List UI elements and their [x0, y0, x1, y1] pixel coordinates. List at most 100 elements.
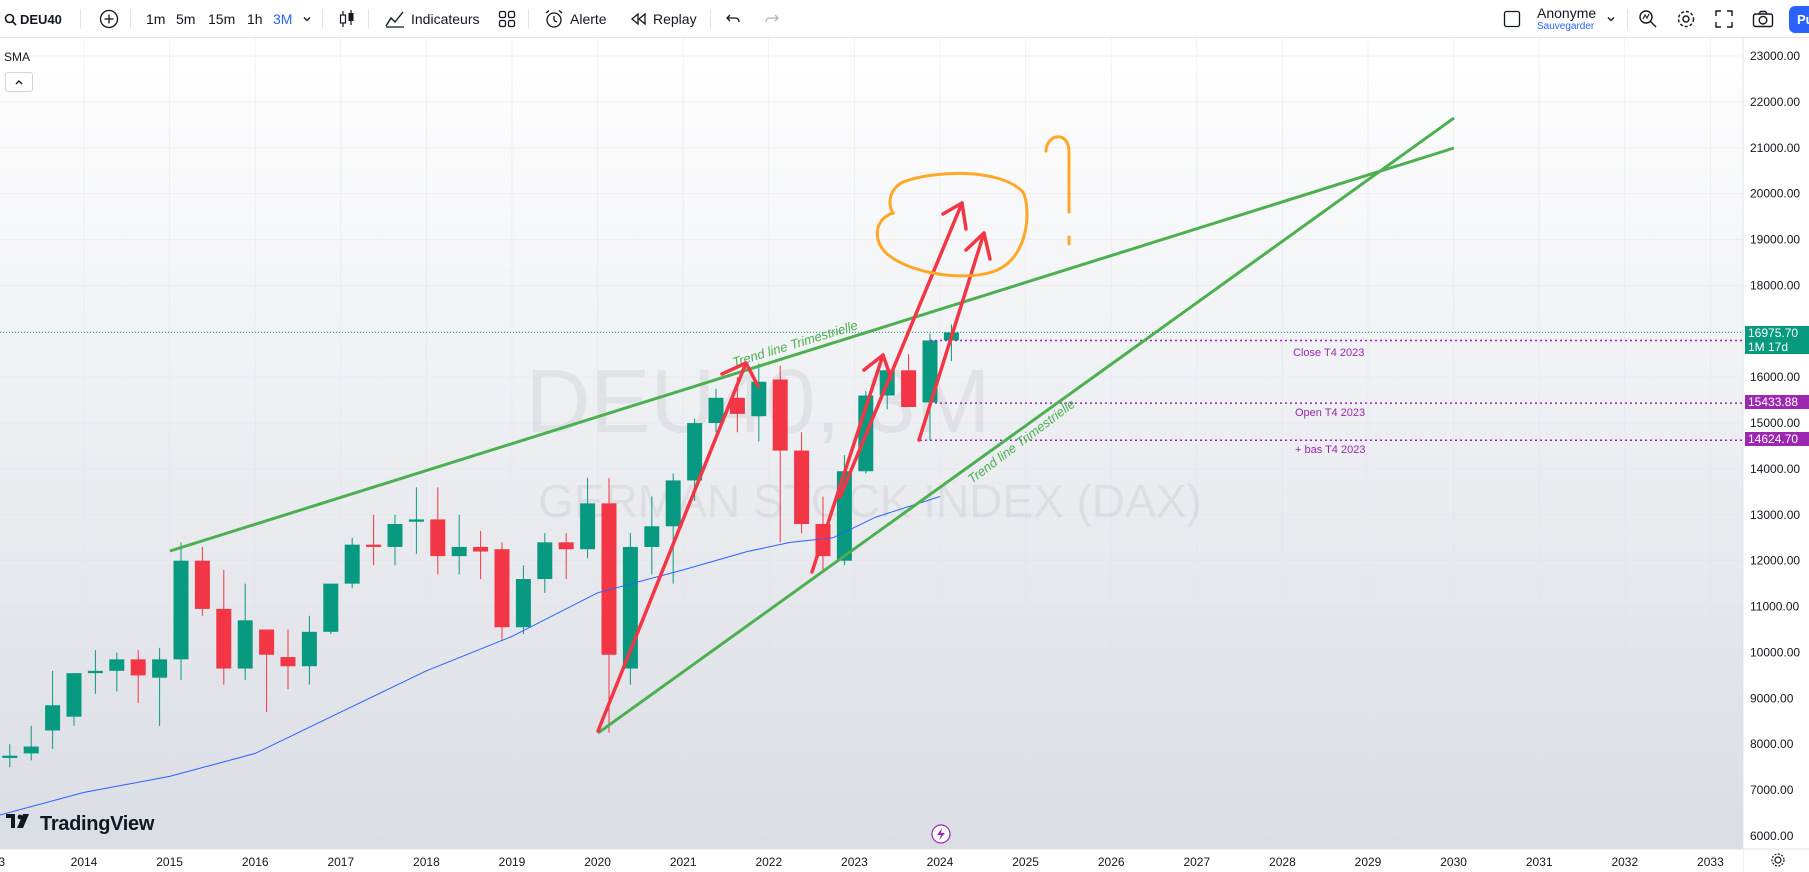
open-t4-2023-label: Open T4 2023 [1295, 407, 1365, 419]
time-tick-label: 2017 [327, 855, 354, 869]
redo-button[interactable] [764, 0, 780, 38]
interval-1m[interactable]: 1m [146, 0, 165, 38]
time-tick-label: 2024 [927, 855, 954, 869]
lower-trendline[interactable] [597, 116, 1455, 735]
low-level-value: 14624.70 [1748, 432, 1799, 446]
time-tick-label: 2028 [1269, 855, 1296, 869]
legend-collapse-button[interactable] [5, 72, 33, 92]
settings-button[interactable] [1676, 0, 1696, 38]
target-circle-drawing[interactable] [875, 171, 1029, 278]
red-arrow-2-head[interactable] [862, 353, 893, 380]
candle-body [109, 659, 125, 671]
time-tick-label: 2023 [841, 855, 868, 869]
interval-dropdown[interactable] [302, 0, 312, 38]
indicators-label: Indicateurs [411, 11, 480, 27]
time-tick-label: 2027 [1183, 855, 1210, 869]
interval-label: 1h [247, 11, 263, 27]
red-arrow-2[interactable] [810, 353, 885, 574]
candle-body [558, 542, 574, 550]
interval-3M[interactable]: 3M [273, 0, 292, 38]
layout-save-menu[interactable]: Anonyme Sauvegarder [1537, 0, 1596, 38]
tradingview-logo[interactable]: TradingView [6, 812, 154, 836]
interval-label: 1m [146, 11, 166, 27]
red-arrow-drawings[interactable] [596, 201, 992, 733]
alarm-clock-icon [544, 9, 564, 29]
price-axis[interactable]: 23000.00 22000.00 21000.00 20000.00 19000.00… [1750, 49, 1800, 843]
candle-body [323, 583, 339, 632]
candle-body [87, 670, 103, 674]
compare-add-button[interactable] [99, 0, 119, 38]
undo-button[interactable] [725, 0, 741, 38]
price-tick-label: 19000.00 [1750, 233, 1800, 247]
price-axis-background [1743, 38, 1809, 872]
redo-icon [764, 12, 780, 26]
toolbar-divider [1627, 9, 1628, 29]
layout-name: Anonyme [1537, 5, 1597, 21]
camera-icon [1752, 10, 1774, 28]
red-arrow-4[interactable] [917, 231, 986, 442]
chart-pane[interactable]: DEU40, 3M GERMAN STOCK INDEX (DAX) Close… [0, 38, 1809, 872]
toolbar-divider [80, 9, 81, 29]
indicators-button[interactable]: Indicateurs [385, 0, 479, 38]
candle-body [451, 546, 467, 557]
candle-body [772, 379, 788, 451]
indicator-legend-sma[interactable]: SMA [4, 50, 31, 64]
alert-button[interactable]: Alerte [544, 0, 607, 38]
candle-body [2, 755, 18, 758]
price-tick-label: 10000.00 [1750, 645, 1800, 659]
low-t4-2023-label: + bas T4 2023 [1295, 444, 1365, 456]
events-lightning-icon[interactable] [931, 824, 951, 844]
time-tick-label: 2020 [584, 855, 611, 869]
red-arrow-3[interactable] [838, 201, 964, 499]
red-arrow-3-head[interactable] [941, 201, 968, 231]
time-axis[interactable]: 13 2014 2015 2016 2017 2018 2019 2020 2021 2022 20… [0, 855, 1724, 869]
price-tick-label: 6000.00 [1750, 829, 1794, 843]
interval-label: 5m [176, 11, 196, 27]
candle-body [901, 370, 917, 407]
interval-1h[interactable]: 1h [247, 0, 263, 38]
time-tick-label: 2032 [1611, 855, 1638, 869]
low-level-tag: 14624.70 [1745, 432, 1809, 446]
layout-checkbox[interactable] [1503, 0, 1521, 38]
toolbar-divider [710, 9, 711, 29]
undo-icon [725, 12, 741, 26]
replay-button[interactable]: Replay [631, 0, 697, 38]
candle-body [601, 503, 617, 655]
candle-body [194, 560, 210, 609]
price-tick-label: 7000.00 [1750, 783, 1794, 797]
time-tick-label: 2021 [670, 855, 697, 869]
layout-dropdown[interactable] [1606, 0, 1616, 38]
time-tick-label: 2014 [71, 855, 98, 869]
candle-body [687, 423, 703, 481]
axis-settings-gear-icon[interactable] [1771, 853, 1785, 867]
chevron-down-icon [302, 14, 312, 24]
interval-label: 15m [208, 11, 236, 27]
upper-trendline[interactable] [169, 146, 1455, 553]
grid-icon [498, 10, 516, 28]
chart-type-button[interactable] [338, 0, 356, 38]
publish-button[interactable]: Pu [1789, 0, 1809, 38]
price-tick-label: 13000.00 [1750, 508, 1800, 522]
search-icon [4, 13, 17, 26]
tradingview-logo-text: TradingView [40, 812, 155, 835]
symbol-search[interactable]: DEU40 [4, 0, 62, 38]
red-arrow-4-head[interactable] [964, 231, 992, 261]
interval-15m[interactable]: 15m [208, 0, 235, 38]
fullscreen-button[interactable] [1715, 0, 1733, 38]
candle-body [665, 480, 681, 527]
candle-body [729, 397, 745, 414]
question-mark-drawing[interactable] [1044, 135, 1071, 214]
price-tick-label: 8000.00 [1750, 737, 1794, 751]
layouts-button[interactable] [498, 0, 516, 38]
quick-search-button[interactable] [1638, 0, 1658, 38]
interval-5m[interactable]: 5m [176, 0, 195, 38]
chart-canvas[interactable]: DEU40, 3M GERMAN STOCK INDEX (DAX) Close… [0, 38, 1809, 872]
price-tick-label: 20000.00 [1750, 187, 1800, 201]
red-arrow-1[interactable] [596, 361, 748, 733]
red-arrow-1-head[interactable] [720, 361, 760, 388]
price-tick-label: 23000.00 [1750, 49, 1800, 63]
snapshot-button[interactable] [1752, 0, 1774, 38]
plus-circle-icon [99, 9, 119, 29]
time-tick-label: 2015 [156, 855, 183, 869]
candle-body [45, 705, 61, 731]
